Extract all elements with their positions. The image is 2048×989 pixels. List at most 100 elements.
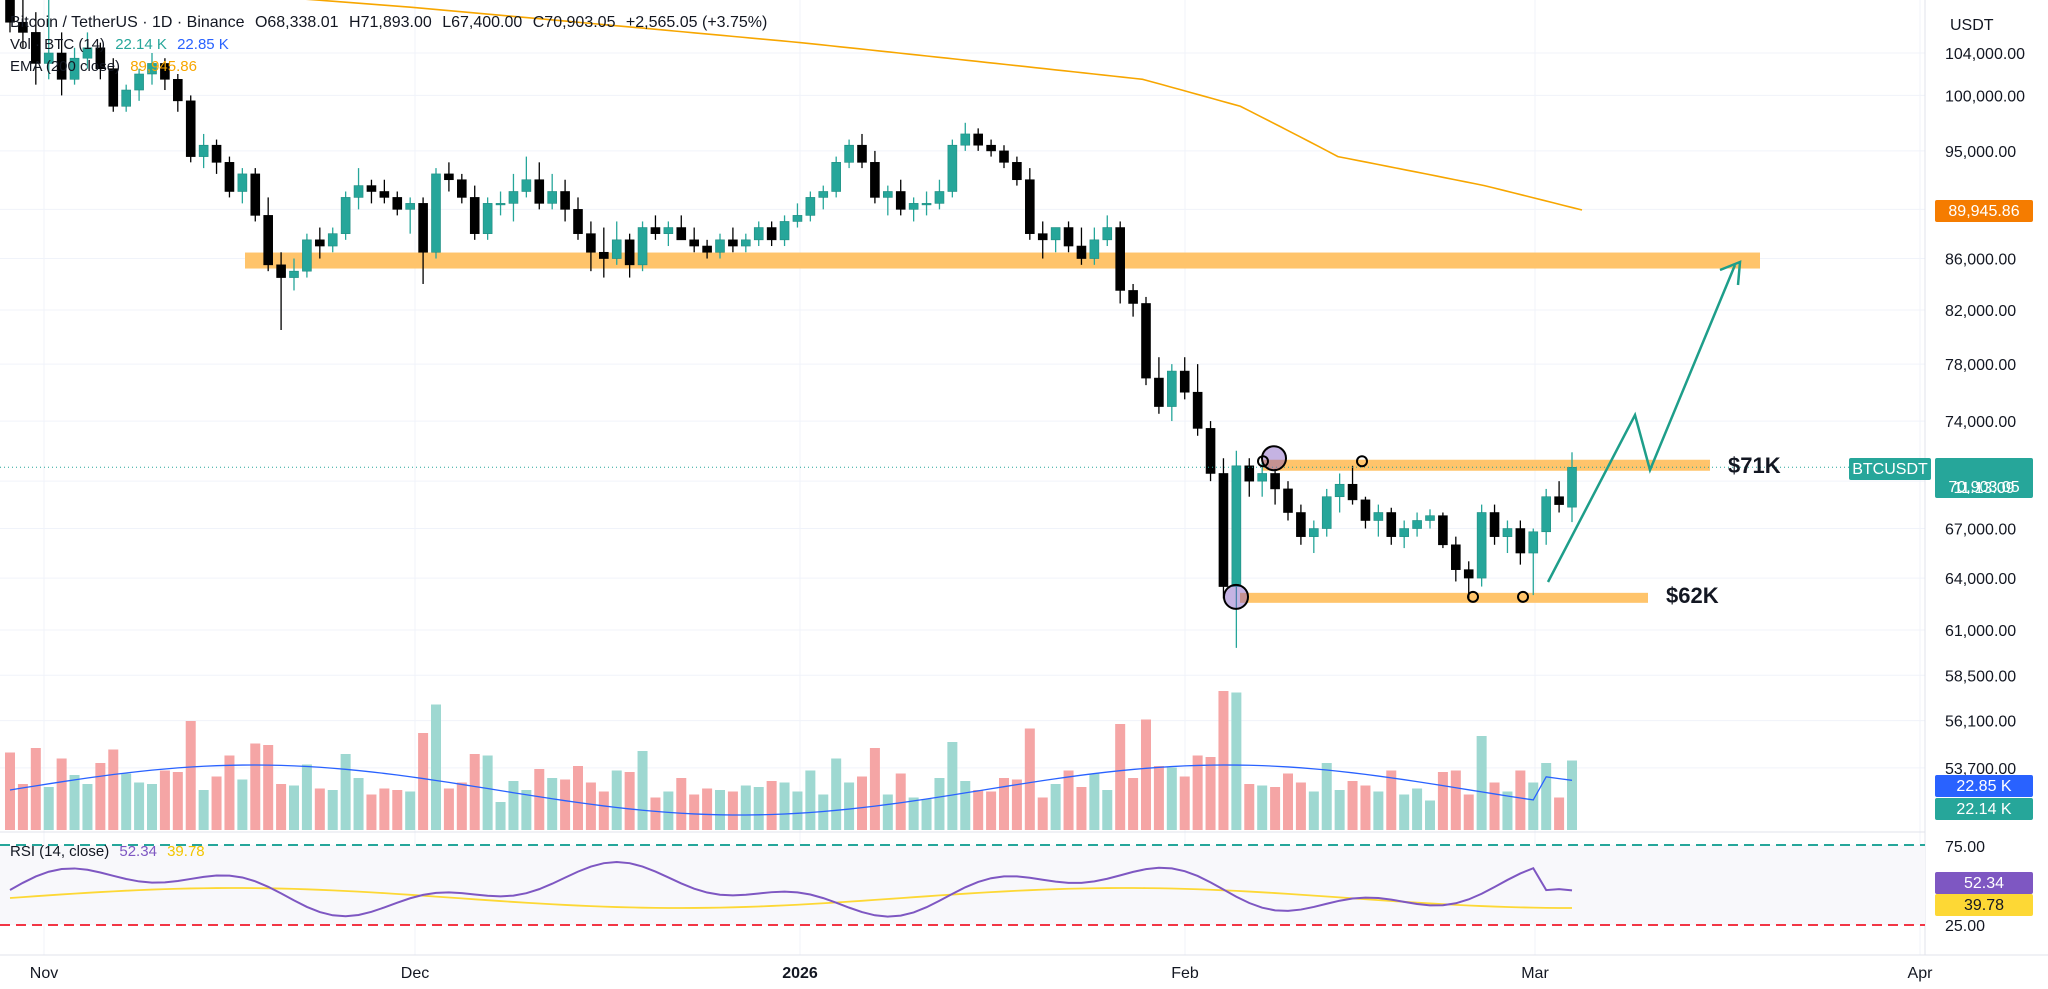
volume-bar: [1321, 763, 1332, 830]
volume-bar: [1218, 691, 1229, 830]
candle: [315, 239, 325, 247]
price-tick: 53,700.00: [1945, 761, 2016, 778]
price-tick: 58,500.00: [1945, 668, 2016, 685]
volume-bar: [159, 770, 170, 830]
candle: [198, 144, 209, 157]
candle: [1463, 569, 1474, 579]
projection-arrow: [1546, 264, 1737, 583]
rsi-ma-badge[interactable]: 39.78: [1964, 897, 2004, 914]
volume-bar: [172, 772, 183, 830]
volume-bar: [934, 778, 945, 830]
touch-marker: [1356, 455, 1368, 468]
candle: [753, 227, 764, 241]
resistance-label[interactable]: $71K: [1728, 453, 1781, 478]
candle: [1089, 239, 1100, 259]
candle: [779, 221, 790, 241]
candle: [1115, 227, 1125, 291]
candle: [1270, 473, 1280, 490]
candle: [534, 179, 545, 204]
volume-bar: [1463, 794, 1474, 830]
ema-price-badge-bg: [1935, 200, 2033, 222]
candle: [418, 203, 428, 253]
volume-bar: [108, 749, 119, 830]
volume-bar: [250, 743, 261, 830]
volume-bar: [469, 754, 480, 830]
volume-bar: [831, 758, 842, 830]
volume-bar: [573, 766, 583, 830]
volume-bar: [5, 752, 15, 830]
candle: [573, 209, 583, 234]
candle: [1037, 233, 1048, 241]
volume-bar: [1011, 779, 1022, 830]
candle: [1218, 473, 1229, 587]
candle: [1244, 465, 1255, 482]
candle: [1425, 515, 1435, 521]
candle: [1334, 483, 1345, 498]
volume-ma-badge[interactable]: 22.85 K: [1956, 778, 2011, 795]
rsi-legend[interactable]: RSI (14, close) 52.34 39.78: [10, 843, 211, 860]
rsi-value: 52.34: [119, 843, 157, 860]
candle: [5, 0, 15, 23]
ohlc-change: +2,565.05 (+3.75%): [625, 14, 768, 31]
volume-bar: [1373, 791, 1384, 830]
candle: [715, 239, 725, 253]
time-tick: 2026: [782, 965, 818, 982]
symbol-badge[interactable]: BTCUSDT: [1852, 461, 1928, 478]
price-tick: 61,000.00: [1945, 623, 2016, 640]
candle: [43, 52, 54, 64]
candle: [1347, 483, 1358, 501]
volume-bar: [1050, 784, 1061, 830]
volume-bar: [1231, 692, 1242, 830]
candle: [689, 239, 699, 247]
candle: [1102, 227, 1113, 241]
time-tick: Mar: [1521, 965, 1549, 982]
volume-bar: [289, 785, 299, 830]
candle: [1063, 227, 1074, 247]
projection-arrowhead: [1719, 260, 1742, 286]
volume-bar: [1205, 757, 1216, 830]
candle: [702, 245, 712, 253]
candle: [960, 133, 971, 146]
price-tick: 64,000.00: [1945, 571, 2016, 588]
last-price-badge[interactable]: 70,903.05: [1948, 479, 2019, 496]
candle: [508, 191, 519, 204]
candle: [586, 233, 596, 253]
volume-legend[interactable]: Vol · BTC (14) 22.14 K 22.85 K: [10, 36, 235, 53]
candle: [82, 47, 93, 59]
symbol-title[interactable]: Bitcoin / TetherUS · 1D · Binance: [10, 14, 245, 31]
candle: [1476, 512, 1487, 579]
countdown-timer: 11:13:09: [1953, 480, 2014, 497]
volume-bar: [482, 755, 493, 830]
volume-bar: [1089, 773, 1100, 830]
price-tick: 95,000.00: [1945, 144, 2016, 161]
candle: [831, 162, 841, 192]
support-label[interactable]: $62K: [1666, 583, 1719, 608]
ema-legend[interactable]: EMA (200 close) 89,945.86: [10, 58, 203, 75]
volume-bar: [134, 782, 145, 830]
currency-label[interactable]: USDT: [1950, 17, 1994, 34]
volume-bar: [1257, 785, 1268, 830]
volume-bar: [314, 788, 325, 830]
volume-badge[interactable]: 22.14 K: [1956, 801, 2011, 818]
volume-bar: [792, 791, 803, 830]
ema-value: 89,945.86: [130, 58, 197, 75]
candle: [857, 144, 867, 163]
volume-bar: [237, 779, 248, 830]
volume-bar: [198, 790, 209, 830]
candle: [624, 239, 635, 266]
rsi-badge[interactable]: 52.34: [1964, 875, 2004, 892]
volume-bar: [921, 799, 932, 830]
price-tick: 78,000.00: [1945, 357, 2016, 374]
candle: [1025, 179, 1035, 234]
volume-bar: [560, 779, 571, 830]
ema-price-badge[interactable]: 89,945.86: [1948, 203, 2019, 220]
volume-bar: [1541, 763, 1552, 830]
volume-bar: [637, 751, 648, 830]
candle: [69, 57, 80, 80]
touch-marker: [1467, 590, 1479, 603]
rsi-tick-75: 75.00: [1945, 839, 1985, 856]
volume-bar: [95, 763, 106, 830]
volume-bar: [443, 788, 454, 830]
candle: [766, 227, 777, 241]
